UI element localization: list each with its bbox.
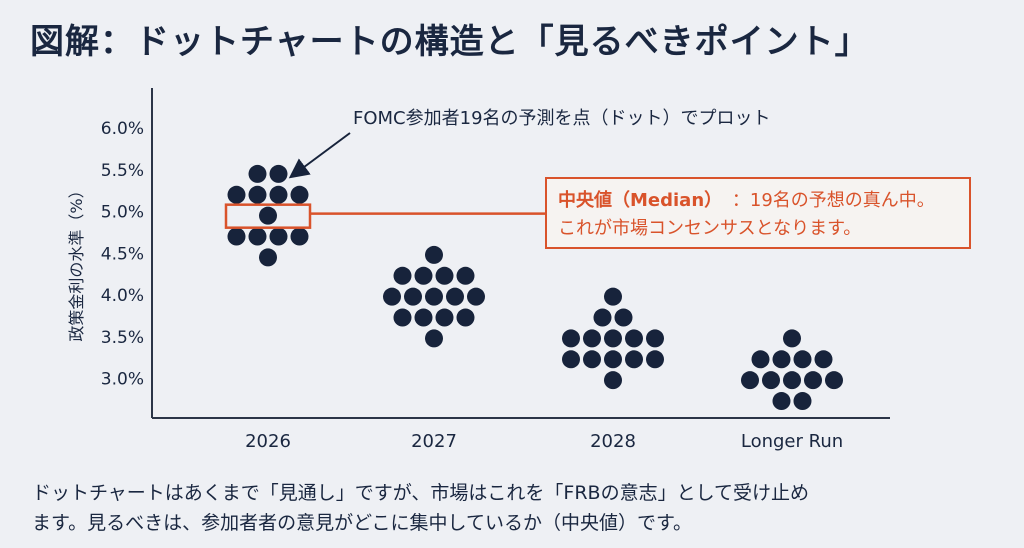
dot-point [741,371,759,390]
x-tick-label: 2026 [245,431,291,452]
dot-point [425,329,443,348]
dot-point [562,350,580,369]
y-tick-label: 3.0% [101,370,144,390]
y-tick-label: 5.5% [101,161,144,181]
dot-point [814,350,833,369]
annotation-arrow [288,132,351,179]
y-axis-label: 政策金利の水準（%） [67,182,86,341]
dot-point [772,392,791,411]
dot-point [393,308,412,327]
dot-point [393,266,412,285]
dot-point [825,371,843,390]
dot-point [614,308,633,327]
footer-line-2: ます。見るべきは、参加者者の意見がどこに集中しているか（中央値）です。 [32,512,693,534]
dot-point [751,350,770,369]
y-tick-label: 3.5% [101,328,144,348]
dot-point [604,350,622,369]
dot-point [435,266,454,285]
dot-point [414,308,433,327]
dot-point [269,227,288,246]
dot-point [793,350,812,369]
page-title: 図解：ドットチャートの構造と「見るべきポイント」 [30,22,870,62]
dot-point [404,287,422,306]
median-callout-line2: これが市場コンセンサスとなります。 [558,218,861,239]
dots-annotation: FOMC参加者19名の予測を点（ドット）でプロット [353,108,771,129]
dot-point [269,164,288,183]
dot-point [583,329,601,348]
dot-point [248,164,267,183]
dot-point [248,227,267,246]
dot-point [646,329,664,348]
dot-point [446,287,464,306]
median-callout-text: ：19名の予想の真ん中。 [732,190,935,211]
dot-plot-chart: 6.0%5.5%5.0%4.5%4.0%3.5%3.0% 政策金利の水準（%） … [67,88,971,452]
dot-point [290,185,309,204]
dot-point [804,371,822,390]
dot-point [269,185,288,204]
dot-point [290,227,309,246]
median-highlight [224,203,546,229]
dot-point [435,308,454,327]
dot-point [456,308,475,327]
dot-point [593,308,612,327]
dot-point [425,245,443,264]
y-tick-label: 4.5% [101,244,144,264]
dot-point [646,350,664,369]
y-tick-label: 6.0% [101,119,144,139]
footer-note: ドットチャートはあくまで「見通し」ですが、市場はこれを「FRBの意志」として受け… [32,478,992,538]
median-callout-label: 中央値（Median） [558,189,722,211]
y-tick-labels: 6.0% 5.5% 5.0% 4.5% 4.0% 3.5% 3.0% [101,119,144,390]
dot-point [248,185,267,204]
dot-point [227,185,246,204]
dot-point [604,371,622,390]
dot-point [562,329,580,348]
dot-point [762,371,780,390]
x-tick-labels: 2026 2027 2028 Longer Run [245,431,843,452]
dot-point [425,287,443,306]
dot-point [583,350,601,369]
dot-point [625,350,643,369]
dot-point [259,206,277,225]
y-tick-label: 5.0% [101,203,144,223]
dot-point [793,392,812,411]
median-callout-box [545,177,971,249]
dot-point [383,287,401,306]
dot-point [414,266,433,285]
x-tick-label: Longer Run [741,431,843,452]
dot-point [783,371,801,390]
chart-axes [151,88,890,419]
dot-point [604,329,622,348]
y-tick-label: 4.0% [101,286,144,306]
dot-point [227,227,246,246]
dot-point [456,266,475,285]
dot-point [772,350,791,369]
x-tick-label: 2028 [590,431,636,452]
dot-point [259,248,277,267]
x-tick-label: 2027 [411,431,457,452]
dot-point [604,287,622,306]
dot-point [783,329,801,348]
dot-point [625,329,643,348]
dot-point [467,287,485,306]
footer-line-1: ドットチャートはあくまで「見通し」ですが、市場はこれを「FRBの意志」として受け… [32,482,810,504]
dot-series [227,164,843,411]
median-box [224,203,312,229]
median-callout-line1: 中央値（Median） ：19名の予想の真ん中。 [558,189,935,211]
